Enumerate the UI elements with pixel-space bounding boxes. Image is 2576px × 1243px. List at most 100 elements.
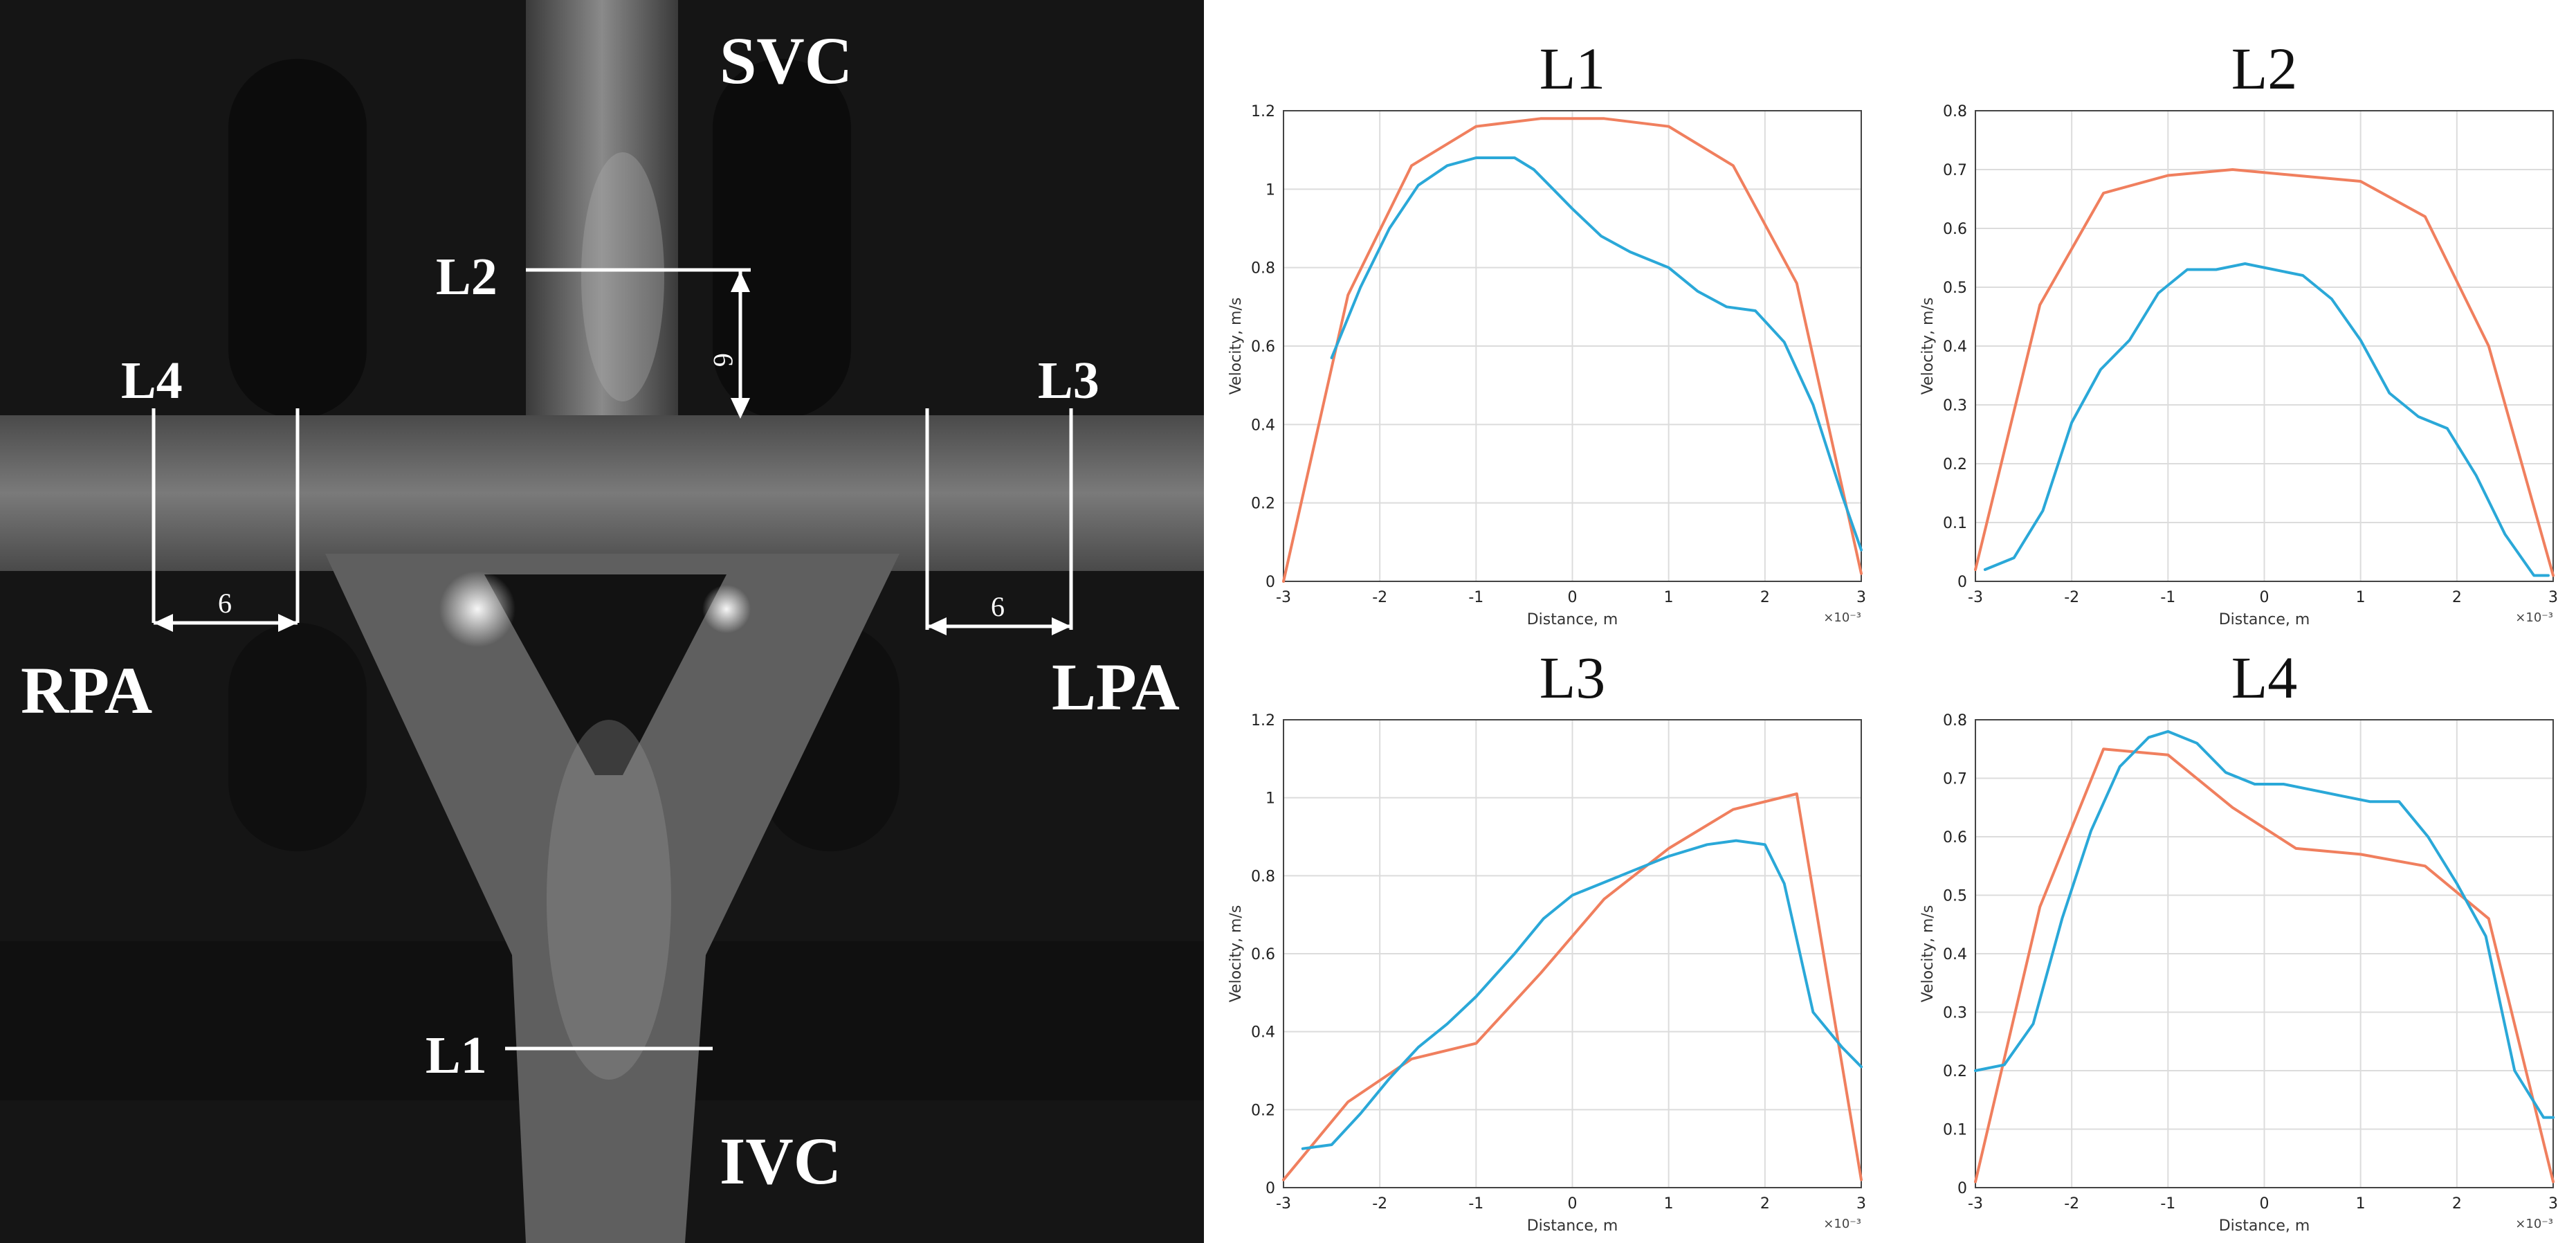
y-tick-label: 1: [1266, 790, 1275, 808]
x-tick-label: -3: [1276, 589, 1291, 606]
y-tick-label: 0: [1266, 1180, 1275, 1197]
y-tick-label: 0.2: [1251, 1102, 1275, 1119]
x-tick-label: -3: [1276, 1195, 1291, 1213]
series-line-blue: [1301, 839, 1863, 1150]
x-multiplier-label: ×10⁻³: [1823, 1217, 1861, 1231]
y-tick-label: 0.4: [1943, 338, 1967, 356]
series-line-blue: [1983, 262, 2550, 577]
x-tick-label: 3: [2548, 1195, 2558, 1213]
central-cavity: [484, 574, 727, 775]
y-tick-label: 0.7: [1943, 771, 1967, 788]
mold-slot-right: [713, 59, 851, 419]
y-tick-label: 0.1: [1943, 1122, 1967, 1139]
mold-slot-lower-left: [228, 623, 367, 851]
x-axis-label: Distance, m: [2219, 611, 2310, 628]
x-axis-label: Distance, m: [2219, 1217, 2310, 1235]
l4-dimension-label: 6: [218, 588, 232, 619]
arrow-head: [1052, 617, 1071, 635]
y-tick-label: 0.8: [1251, 868, 1275, 885]
y-tick-label: 1: [1266, 181, 1275, 199]
highlight-right: [702, 585, 751, 633]
y-tick-label: 0.3: [1943, 397, 1967, 415]
series-line-orange: [1282, 117, 1863, 583]
l4-label: L4: [121, 352, 183, 410]
chart-title: L2: [2231, 35, 2298, 102]
arrow-head: [731, 271, 750, 292]
chart-title: L3: [1540, 644, 1606, 711]
y-tick-label: 0.6: [1251, 946, 1275, 963]
y-tick-label: 0.2: [1251, 496, 1275, 513]
arrow-head: [731, 398, 750, 419]
series-line-blue: [1330, 156, 1863, 552]
lpa-label: LPA: [1052, 650, 1180, 724]
x-tick-label: 0: [2260, 589, 2269, 606]
x-tick-label: 1: [2356, 1195, 2366, 1213]
y-tick-label: 0.1: [1943, 515, 1967, 532]
y-axis-label: Velocity, m/s: [1919, 905, 1937, 1003]
series-line-blue: [1974, 729, 2555, 1119]
y-tick-label: 0: [1266, 574, 1275, 591]
y-tick-label: 0.8: [1251, 260, 1275, 278]
x-tick-label: 1: [1664, 1195, 1674, 1213]
x-tick-label: 1: [2356, 589, 2366, 606]
x-axis-label: Distance, m: [1527, 611, 1618, 628]
x-tick-label: 0: [2260, 1195, 2269, 1213]
y-axis-label: Velocity, m/s: [1227, 905, 1245, 1003]
plot-frame: [1283, 110, 1862, 582]
y-tick-label: 0: [1957, 1180, 1967, 1197]
x-tick-label: 3: [2548, 589, 2558, 606]
l3-dimension-label: 6: [991, 591, 1005, 622]
plot-frame: [1975, 719, 2554, 1188]
chart-title: L1: [1540, 35, 1606, 102]
x-tick-label: 2: [2452, 1195, 2462, 1213]
y-tick-label: 0.3: [1943, 1005, 1967, 1022]
x-tick-label: -2: [1372, 1195, 1387, 1213]
chart-l1: L1 -3 -2 -1 0 1 2 3 0 0.2 0.4 0.6 0.8 1 1.2 Distance, m…: [1227, 35, 1866, 628]
svc-label: SVC: [720, 24, 852, 98]
y-tick-label: 0.5: [1943, 888, 1967, 905]
y-axis-label: Velocity, m/s: [1227, 298, 1245, 395]
x-tick-label: 2: [1760, 1195, 1770, 1213]
arrow-head: [154, 614, 173, 632]
chart-l2: L2 -3 -2 -1 0 1 2 3 0 0.1 0.2 0.3 0.4 0.5 0.6 0.7 0.8 Dis…: [1919, 35, 2558, 628]
l3-label: L3: [1038, 352, 1099, 410]
flow-phantom-photo: SVC IVC RPA LPA L1 L2 L3 L4 6 6 6: [0, 0, 1204, 1243]
x-tick-label: -1: [1468, 589, 1483, 606]
series-line-orange: [1974, 747, 2555, 1183]
svc-flow-streak: [581, 152, 664, 401]
y-tick-label: 1.2: [1251, 712, 1275, 729]
y-tick-label: 0.7: [1943, 162, 1967, 179]
x-tick-label: -2: [2064, 589, 2079, 606]
y-tick-label: 0.8: [1943, 103, 1967, 120]
highlight-left: [439, 571, 515, 647]
x-multiplier-label: ×10⁻³: [2515, 610, 2553, 625]
y-tick-label: 0.6: [1251, 338, 1275, 356]
ivc-flow-streak: [547, 720, 671, 1080]
x-multiplier-label: ×10⁻³: [2515, 1217, 2553, 1231]
plot-frame: [1283, 719, 1862, 1188]
l1-label: L1: [426, 1026, 487, 1085]
arrow-head: [927, 617, 947, 635]
x-tick-label: 0: [1568, 1195, 1578, 1213]
y-tick-label: 0.6: [1943, 829, 1967, 846]
y-tick-label: 0.6: [1943, 221, 1967, 238]
x-tick-label: 1: [1664, 589, 1674, 606]
x-tick-label: -1: [2160, 589, 2175, 606]
ivc-label: IVC: [720, 1124, 841, 1198]
x-axis-label: Distance, m: [1527, 1217, 1618, 1235]
y-tick-label: 0.4: [1251, 1024, 1275, 1042]
pulmonary-vessel: [0, 415, 1204, 571]
y-tick-label: 0.2: [1943, 456, 1967, 473]
arrow-head: [278, 614, 298, 632]
y-tick-label: 1.2: [1251, 103, 1275, 120]
y-tick-label: 0.5: [1943, 280, 1967, 297]
x-tick-label: -1: [2160, 1195, 2175, 1213]
y-axis-label: Velocity, m/s: [1919, 298, 1937, 395]
x-multiplier-label: ×10⁻³: [1823, 610, 1861, 625]
chart-l4: L4 -3 -2 -1 0 1 2 3 0 0.1 0.2 0.3 0.4 0.5 0.6 0.7 0.8 Dis…: [1919, 644, 2558, 1235]
chart-title: L4: [2231, 644, 2298, 711]
x-tick-label: -2: [2064, 1195, 2079, 1213]
chart-l3: L3 -3 -2 -1 0 1 2 3 0 0.2 0.4 0.6 0.8 1 1.2 Distance, m…: [1227, 644, 1866, 1235]
series-line-orange: [1974, 168, 2555, 577]
x-tick-label: 2: [2452, 589, 2462, 606]
